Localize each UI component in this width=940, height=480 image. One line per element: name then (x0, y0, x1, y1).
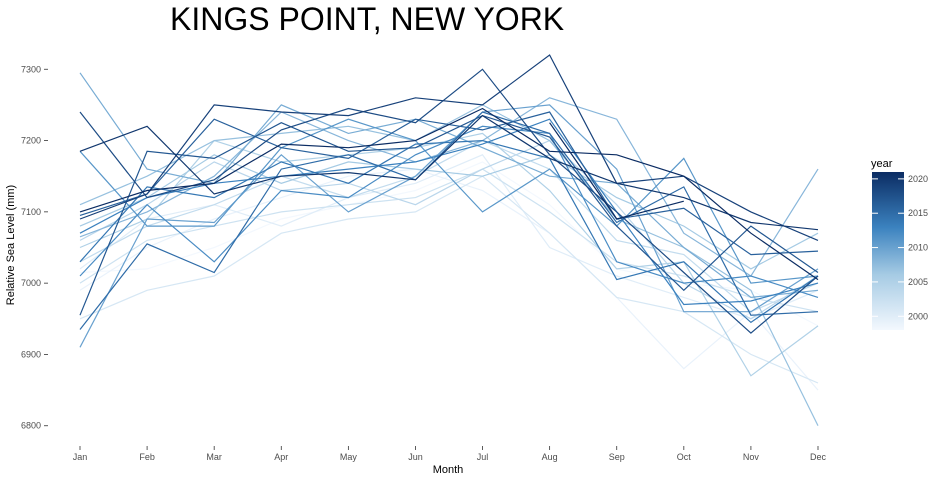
x-tick-label: Jan (73, 452, 88, 462)
x-tick-label: Nov (743, 452, 760, 462)
series-line-2017 (79, 114, 819, 316)
series-line-2010 (79, 104, 819, 348)
series-line-2011 (79, 118, 819, 284)
y-tick-label: 7300 (21, 64, 41, 74)
series-line-2006 (79, 154, 819, 270)
series-line-2015 (79, 111, 819, 330)
y-tick-label: 6900 (21, 349, 41, 359)
legend-tick-label: 2000 (908, 311, 928, 321)
series-line-1999 (79, 168, 819, 391)
y-tick-label: 6800 (21, 421, 41, 431)
y-tick-label: 7100 (21, 207, 41, 217)
x-tick-label: Mar (206, 452, 222, 462)
series-line-2020 (79, 114, 819, 231)
legend-ticks: 2000 2005 2010 2015 2020 (872, 174, 928, 321)
series-line-2013 (79, 118, 819, 306)
legend-tick-label: 2005 (908, 277, 928, 287)
series-line-2000 (79, 154, 819, 320)
x-tick-label: Oct (677, 452, 692, 462)
legend-tick-label: 2010 (908, 243, 928, 253)
legend-title: year (871, 158, 893, 170)
x-tick-label: Dec (810, 452, 827, 462)
series-line-2003 (79, 139, 819, 313)
series-line-2022 (549, 122, 684, 220)
series-line-2004 (79, 139, 819, 320)
x-axis: Jan Feb Mar Apr May Jun Jul Aug Sep Oct Nov Dec (73, 446, 827, 462)
x-tick-label: Aug (542, 452, 558, 462)
y-tick-label: 7200 (21, 136, 41, 146)
series-line-2019 (79, 54, 819, 241)
x-tick-label: May (340, 452, 358, 462)
x-tick-label: Jul (477, 452, 489, 462)
legend: year 2000 2005 2010 2015 2020 (871, 158, 928, 330)
chart-title: KINGS POINT, NEW YORK (170, 1, 564, 37)
plot-lines (79, 54, 819, 426)
legend-tick-label: 2015 (908, 208, 928, 218)
y-tick-label: 7000 (21, 278, 41, 288)
series-line-2021 (79, 107, 819, 281)
x-tick-label: Sep (609, 452, 625, 462)
legend-colorbar (872, 172, 904, 330)
series-line-2001 (79, 175, 819, 384)
series-line-2014 (79, 139, 819, 324)
x-axis-title: Month (433, 464, 464, 476)
x-tick-label: Jun (408, 452, 423, 462)
series-line-2009 (79, 72, 819, 299)
x-tick-label: Feb (139, 452, 155, 462)
x-tick-label: Apr (274, 452, 288, 462)
legend-tick-label: 2020 (908, 174, 928, 184)
y-axis: 6800 6900 7000 7100 7200 7300 (21, 64, 48, 431)
y-axis-title: Relative Sea Level (mm) (5, 185, 17, 305)
series-line-2007 (79, 104, 819, 426)
